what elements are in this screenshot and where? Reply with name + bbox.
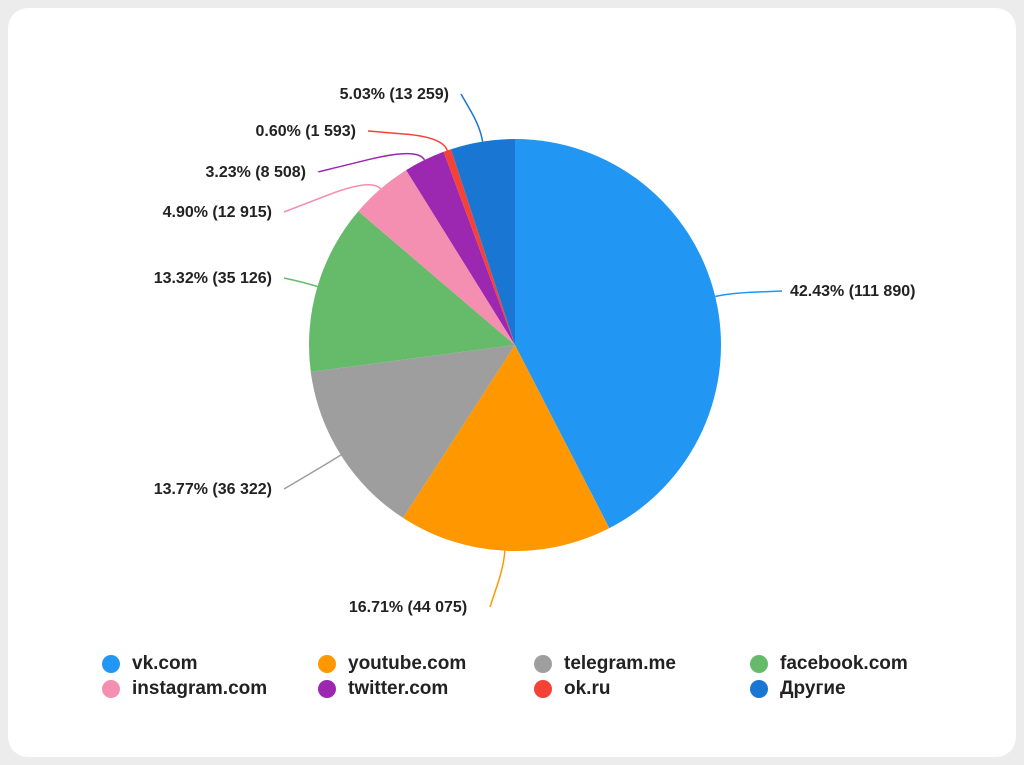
leader-line [489,550,506,608]
pie-slice[interactable] [406,151,515,345]
pie-slice[interactable] [403,345,610,551]
leader-line [715,290,783,298]
slice-data-label: 13.32% (35 126) [154,270,272,287]
legend-item-vk[interactable]: vk.com [102,653,318,675]
legend-marker [102,680,120,698]
legend-item-youtube[interactable]: youtube.com [318,653,534,675]
legend-label: telegram.me [564,653,676,674]
leader-line [283,454,342,490]
legend-item-ok[interactable]: ok.ru [534,678,750,700]
pie-slices [309,139,721,551]
leader-line [317,152,426,173]
leader-lines [283,93,783,608]
slice-data-label: 42.43% (111 890) [790,283,915,300]
legend-marker [534,680,552,698]
legend-marker [102,655,120,673]
slice-data-label: 3.23% (8 508) [205,164,306,181]
legend-label: vk.com [132,653,198,674]
legend-item-twitter[interactable]: twitter.com [318,678,534,700]
slice-data-label: 0.60% (1 593) [255,123,356,140]
legend-item-instagram[interactable]: instagram.com [102,678,318,700]
pie-slice[interactable] [358,170,515,345]
slice-data-label: 4.90% (12 915) [163,204,272,221]
legend-marker [750,680,768,698]
legend-item-facebook[interactable]: facebook.com [750,653,966,675]
legend-label: Другие [780,678,846,699]
legend-label: facebook.com [780,653,908,674]
slice-data-label: 16.71% (44 075) [349,599,467,616]
legend-label: twitter.com [348,678,449,699]
leader-line [460,93,484,142]
legend-marker [750,655,768,673]
leader-line [283,184,382,213]
slice-labels: 42.43% (111 890) 16.71% (44 075) 13.77% (3… [154,86,916,616]
leader-line [283,277,318,288]
pie-slice[interactable] [309,211,515,372]
legend-label: instagram.com [132,678,268,699]
legend-label: youtube.com [348,653,467,674]
legend-marker [318,655,336,673]
legend-marker [318,680,336,698]
pie-slice[interactable] [515,139,721,529]
leader-line [367,130,448,151]
legend-marker [534,655,552,673]
pie-slice[interactable] [443,149,515,345]
slice-data-label: 5.03% (13 259) [340,86,449,103]
pie-slice[interactable] [450,139,515,345]
legend-item-telegram[interactable]: telegram.me [534,653,750,675]
legend-item-other[interactable]: Другие [750,678,966,700]
slice-data-label: 13.77% (36 322) [154,481,272,498]
legend: vk.com youtube.com telegram.me facebook.… [102,653,962,700]
legend-label: ok.ru [564,678,611,699]
pie-slice[interactable] [310,345,515,518]
